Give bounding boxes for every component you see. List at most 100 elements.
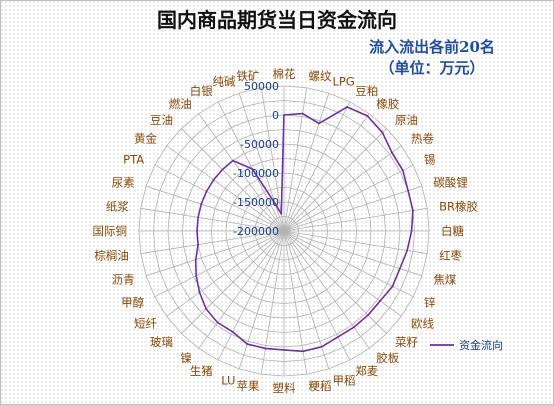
grid-spoke xyxy=(217,101,285,232)
category-label: 焦煤 xyxy=(433,273,456,287)
category-label: 国际铜 xyxy=(93,224,128,238)
data-point xyxy=(212,178,215,181)
data-point xyxy=(406,249,409,252)
category-label: 热卷 xyxy=(411,132,434,146)
category-label: 锌 xyxy=(424,295,436,309)
data-point xyxy=(337,336,339,338)
data-point xyxy=(379,299,382,302)
category-label: BR橡胶 xyxy=(439,199,478,213)
grid-spoke xyxy=(283,230,423,277)
grid-spoke xyxy=(238,230,285,370)
category-label: 燃油 xyxy=(169,97,192,111)
grid-spoke xyxy=(283,185,423,232)
category-label: 螺纹 xyxy=(309,69,332,83)
grid-spoke xyxy=(283,230,402,317)
data-point xyxy=(221,168,224,171)
grid-spoke xyxy=(181,230,285,334)
category-label: 生猪 xyxy=(190,364,213,378)
data-point xyxy=(398,267,401,270)
category-label: 甲稻 xyxy=(333,373,356,387)
category-label: 红枣 xyxy=(439,249,462,263)
tick-label: -50000 xyxy=(240,138,279,151)
data-point xyxy=(366,115,369,117)
category-label: 锡 xyxy=(424,153,436,167)
grid-spoke xyxy=(283,230,414,298)
category-label: 尿素 xyxy=(112,175,135,189)
category-label: 纯碱 xyxy=(212,75,235,89)
grid-spoke xyxy=(145,230,285,277)
data-point xyxy=(231,159,234,162)
data-point xyxy=(231,330,234,333)
data-point xyxy=(198,291,201,294)
category-label: 原油 xyxy=(395,113,418,127)
data-point xyxy=(352,326,355,329)
category-label: 白糖 xyxy=(441,224,464,238)
category-label: 棉花 xyxy=(273,67,296,81)
category-label: 郑麦 xyxy=(355,364,378,378)
data-point xyxy=(401,169,404,172)
category-label: 短纤 xyxy=(134,316,157,330)
category-label: 橡胶 xyxy=(376,97,399,111)
data-point xyxy=(197,243,199,246)
grid-spoke xyxy=(140,230,285,255)
tick-label: -200000 xyxy=(233,225,279,238)
grid-spoke xyxy=(283,164,414,232)
grid-spoke xyxy=(181,128,285,232)
tick-label: -100000 xyxy=(233,167,279,180)
data-point xyxy=(194,258,197,261)
grid-spoke xyxy=(283,230,351,361)
data-point xyxy=(391,151,393,154)
data-point xyxy=(367,314,369,316)
grid-spoke xyxy=(283,101,351,232)
category-label: 碳酸锂 xyxy=(433,175,468,189)
category-label: 苹果 xyxy=(236,379,259,393)
data-point xyxy=(318,122,320,125)
category-label: 纸浆 xyxy=(106,199,129,213)
grid-spoke xyxy=(140,207,285,232)
data-point xyxy=(200,203,203,206)
grid-spoke xyxy=(238,92,285,232)
category-label: 豆油 xyxy=(150,113,173,127)
category-label: 胶板 xyxy=(376,351,399,365)
grid-spoke xyxy=(283,87,308,232)
data-point xyxy=(197,216,199,219)
data-point xyxy=(381,131,384,134)
data-point xyxy=(205,308,207,310)
data-point xyxy=(301,112,304,115)
data-point xyxy=(274,202,276,205)
data-point xyxy=(283,349,285,351)
chart-title: 国内商品期货当日资金流向 xyxy=(157,8,397,32)
grid-spoke xyxy=(283,92,330,232)
category-label: 菜籽 xyxy=(395,335,418,349)
data-point xyxy=(195,274,198,277)
category-label: 甲醇 xyxy=(121,295,144,309)
grid-spoke xyxy=(283,230,370,349)
tick-label: -150000 xyxy=(233,196,279,209)
category-label: 沥青 xyxy=(112,273,135,287)
category-label: 镍 xyxy=(180,351,192,365)
data-point xyxy=(216,321,219,324)
data-point xyxy=(196,230,198,232)
category-label: LPG xyxy=(333,75,355,89)
data-point xyxy=(410,230,413,232)
tick-label: 0 xyxy=(272,109,279,122)
data-point xyxy=(205,190,208,193)
data-point xyxy=(251,168,254,170)
grid-spoke xyxy=(260,87,285,232)
category-label: 粳稻 xyxy=(309,379,332,393)
grid-spoke xyxy=(283,145,402,232)
grid-spoke xyxy=(283,230,428,255)
category-label: 铁矿 xyxy=(236,69,259,83)
radar-grid xyxy=(138,85,430,377)
category-label: 豆粕 xyxy=(355,84,378,98)
category-label: 玻璃 xyxy=(150,335,173,349)
legend: 资金流向 xyxy=(430,338,503,352)
grid-spoke xyxy=(283,128,387,232)
grid-spoke xyxy=(145,185,285,232)
data-point xyxy=(302,350,304,353)
grid-spoke xyxy=(283,230,308,375)
grid-spoke xyxy=(260,230,285,375)
data-point xyxy=(280,212,283,215)
